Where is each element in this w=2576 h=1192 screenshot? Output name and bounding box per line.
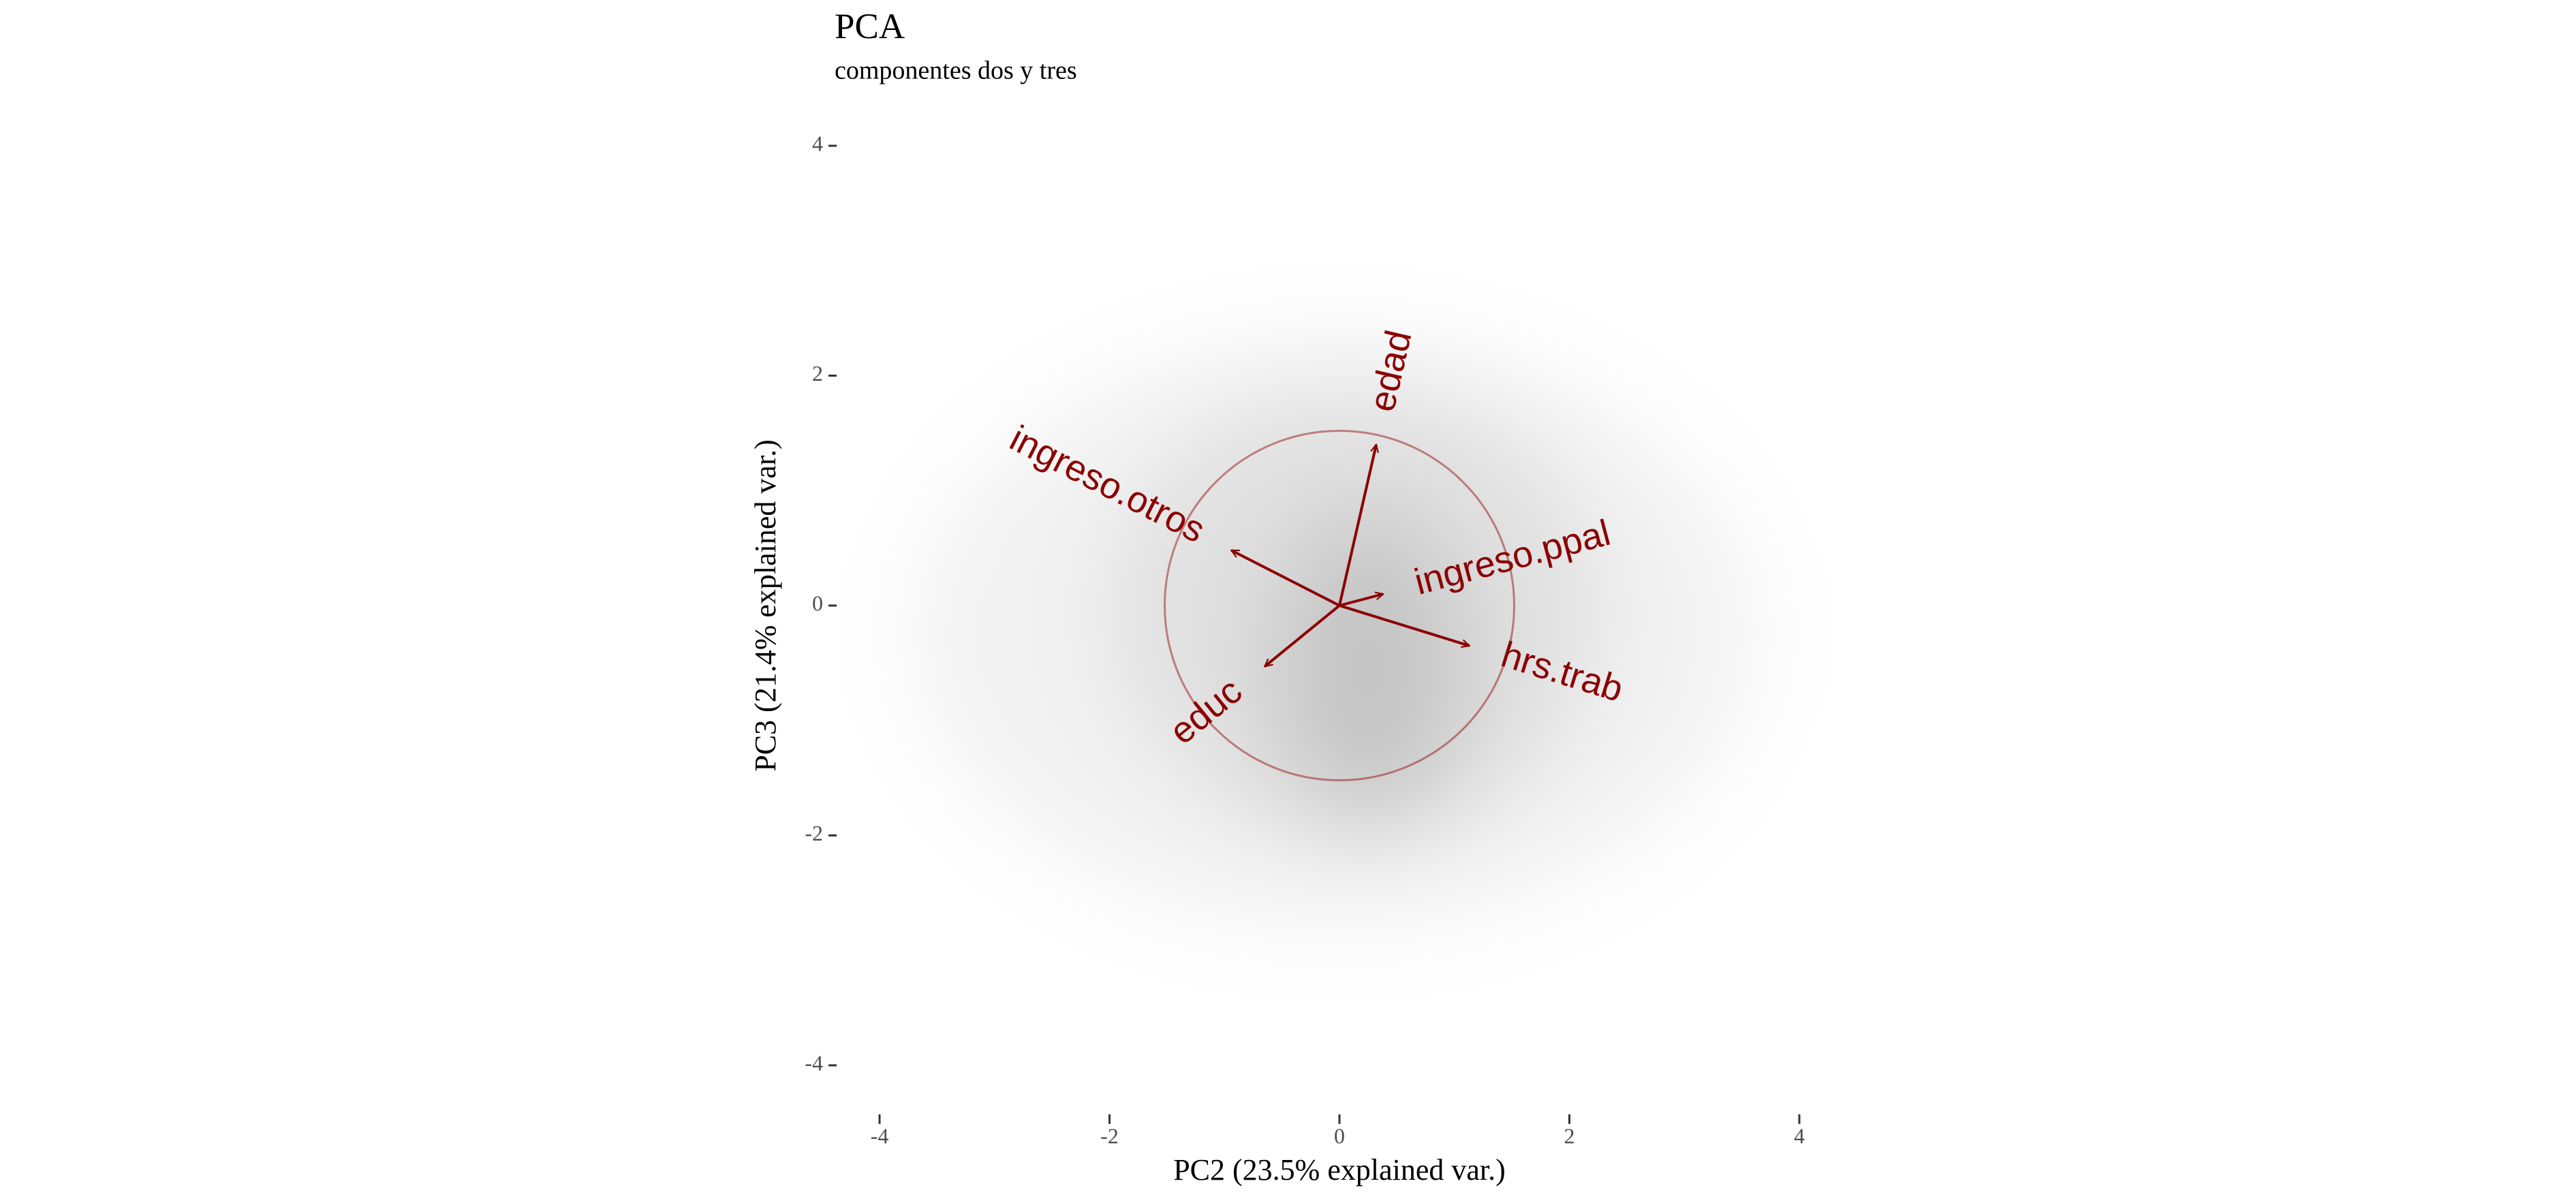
- loading-arrow: [1339, 604, 1470, 646]
- chart-title: PCA: [835, 7, 905, 46]
- y-tick-label: 2: [812, 361, 823, 386]
- loading-arrow: [1231, 549, 1340, 607]
- loading-arrow: [1339, 594, 1383, 607]
- chart-subtitle: componentes dos y tres: [835, 57, 1077, 85]
- x-tick-label: 2: [1564, 1123, 1575, 1148]
- x-axis-title: PC2 (23.5% explained var.): [1173, 1153, 1506, 1187]
- y-tick-label: 4: [812, 131, 823, 155]
- y-tick-label: -4: [805, 1050, 823, 1075]
- loading-arrow: [1264, 604, 1341, 668]
- x-tick-label: 4: [1794, 1123, 1805, 1148]
- y-tick-label: 0: [812, 591, 823, 615]
- x-tick-label: -4: [871, 1123, 889, 1148]
- y-tick-label: -2: [805, 821, 823, 845]
- x-tick-label: -2: [1100, 1123, 1119, 1148]
- loading-arrow: [1338, 445, 1376, 606]
- x-tick-label: 0: [1334, 1123, 1345, 1148]
- correlation-circle: [1164, 430, 1515, 781]
- point-cloud: [913, 341, 1758, 926]
- y-axis-title: PC3 (21.4% explained var.): [749, 439, 782, 772]
